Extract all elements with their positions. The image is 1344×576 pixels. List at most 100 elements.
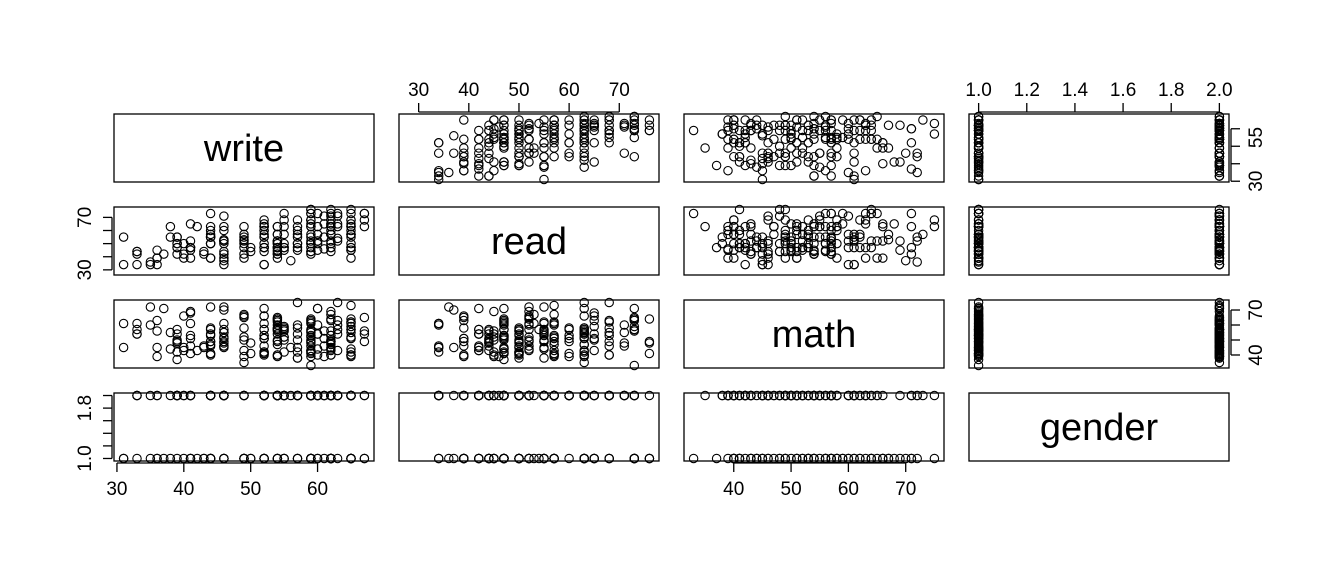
point-math-vs-write — [239, 312, 249, 323]
point-math-vs-gender — [973, 348, 984, 359]
point-write-vs-read — [474, 153, 484, 164]
tick-label-read_top: 50 — [508, 80, 529, 101]
point-math-vs-write — [185, 333, 196, 344]
point-math-vs-read — [564, 348, 574, 359]
tick-label-read_top: 30 — [408, 80, 429, 101]
point-read-vs-gender — [1214, 211, 1225, 221]
point-write-vs-math — [872, 111, 882, 122]
point-read-vs-gender — [1214, 236, 1225, 246]
point-write-vs-math — [883, 120, 894, 131]
point-read-vs-write — [152, 245, 162, 255]
point-write-vs-read — [489, 132, 499, 143]
point-write-vs-math — [757, 153, 768, 164]
point-math-vs-write — [239, 351, 249, 362]
point-math-vs-write — [118, 318, 129, 329]
point-math-vs-read — [579, 351, 589, 362]
point-gender-vs-read — [449, 390, 459, 401]
point-read-vs-math — [774, 246, 785, 257]
point-write-vs-read — [539, 143, 549, 153]
point-read-vs-math — [855, 229, 865, 240]
point-math-vs-read — [539, 344, 549, 354]
point-math-vs-write — [132, 318, 142, 329]
point-math-vs-write — [172, 354, 182, 365]
point-read-vs-write — [259, 259, 269, 270]
point-read-vs-write — [259, 232, 269, 242]
point-write-vs-read — [484, 148, 494, 158]
point-write-vs-read — [589, 157, 599, 167]
point-read-vs-write — [326, 236, 336, 246]
point-read-vs-math — [746, 219, 756, 229]
point-read-vs-write — [272, 229, 283, 240]
point-math-vs-write — [346, 314, 356, 324]
point-read-vs-write — [172, 232, 182, 242]
point-read-vs-math — [803, 242, 814, 253]
point-write-vs-math — [797, 115, 808, 125]
point-read-vs-math — [872, 236, 882, 246]
point-read-vs-write — [219, 259, 229, 270]
point-read-vs-write — [306, 229, 316, 240]
point-write-vs-math — [860, 165, 871, 176]
point-math-vs-read — [589, 345, 599, 356]
point-math-vs-read — [539, 327, 549, 338]
tick-label-math_bottom: 40 — [723, 479, 744, 500]
point-read-vs-write — [306, 246, 316, 257]
point-gender-vs-read — [494, 390, 504, 401]
point-math-vs-read — [499, 303, 509, 314]
point-math-vs-write — [326, 326, 336, 336]
point-read-vs-math — [780, 225, 791, 236]
point-write-vs-math — [820, 134, 831, 145]
point-write-vs-read — [514, 160, 524, 171]
panel-frame-write-math — [683, 113, 945, 183]
point-write-vs-read — [579, 162, 589, 172]
point-write-vs-gender — [973, 165, 984, 176]
tick-label-math_bottom: 70 — [895, 479, 916, 500]
point-math-vs-read — [604, 327, 614, 338]
point-math-vs-read — [499, 354, 509, 365]
point-read-vs-math — [786, 238, 796, 249]
point-read-vs-write — [292, 242, 303, 253]
point-read-vs-math — [786, 242, 796, 253]
panel-frame-read-gender — [968, 206, 1230, 276]
point-read-vs-write — [259, 219, 269, 229]
point-read-vs-gender — [1214, 249, 1225, 259]
point-read-vs-write — [185, 242, 196, 253]
point-gender-vs-math — [711, 453, 722, 464]
point-write-vs-read — [579, 115, 589, 125]
point-write-vs-math — [866, 125, 877, 136]
point-math-vs-read — [549, 317, 559, 327]
point-math-vs-write — [185, 330, 196, 341]
point-math-vs-read — [514, 329, 524, 339]
point-read-vs-write — [172, 238, 182, 249]
point-gender-vs-write — [145, 390, 156, 401]
point-write-vs-read — [564, 138, 574, 148]
point-read-vs-math — [814, 211, 825, 221]
point-math-vs-read — [524, 344, 534, 354]
point-math-vs-read — [579, 339, 589, 350]
point-read-vs-gender — [1214, 245, 1225, 255]
point-math-vs-read — [604, 341, 614, 351]
point-write-vs-math — [826, 148, 836, 158]
point-gender-vs-write — [152, 390, 162, 401]
point-write-vs-math — [734, 151, 745, 162]
point-math-vs-write — [292, 329, 303, 339]
point-math-vs-gender — [1214, 347, 1225, 357]
point-read-vs-write — [205, 221, 216, 232]
point-math-vs-write — [292, 323, 303, 333]
point-gender-vs-write — [326, 453, 336, 464]
point-math-vs-read — [524, 341, 534, 351]
point-read-vs-write — [259, 215, 269, 225]
point-math-vs-read — [529, 309, 539, 320]
point-read-vs-gender — [973, 204, 984, 215]
point-read-vs-math — [803, 232, 814, 242]
point-gender-vs-math — [809, 390, 819, 401]
point-gender-vs-read — [524, 453, 534, 464]
point-write-vs-math — [780, 134, 791, 145]
point-math-vs-read — [459, 351, 469, 362]
point-write-vs-read — [644, 125, 655, 136]
point-read-vs-math — [797, 245, 808, 255]
point-write-vs-read — [589, 125, 599, 136]
point-read-vs-write — [346, 221, 356, 232]
point-write-vs-read — [449, 131, 459, 141]
point-write-vs-math — [929, 129, 940, 139]
point-gender-vs-math — [734, 390, 745, 401]
